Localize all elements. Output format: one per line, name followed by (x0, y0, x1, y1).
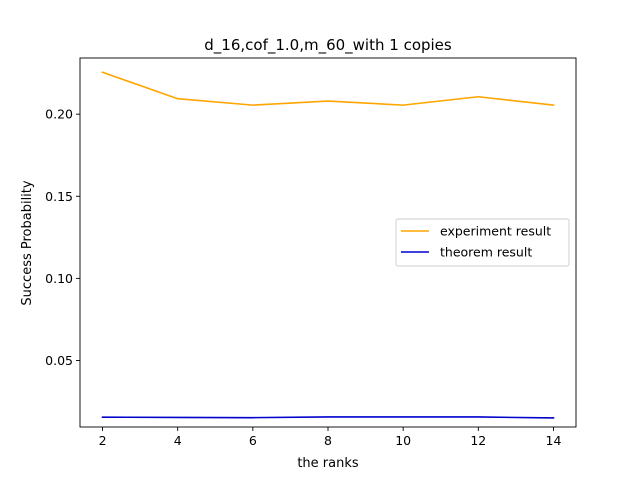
series-line-2 (101, 416, 555, 419)
x-tick-label: 6 (249, 433, 257, 448)
x-tick-label: 14 (546, 433, 562, 448)
y-tick-label: 0.20 (45, 107, 73, 122)
plot-area: 2 4 6 8 10 12 14 0.05 0.10 0.15 0.20 (45, 57, 577, 448)
chart-title: d_16,cof_1.0,m_60_with 1 copies (204, 36, 452, 55)
legend: experiment result theorem result (395, 218, 570, 267)
legend-label-1: experiment result (440, 224, 551, 239)
x-tick-label: 2 (99, 433, 107, 448)
legend-label-2: theorem result (440, 245, 532, 260)
series-line-1 (101, 71, 555, 107)
x-tick-label: 10 (395, 433, 411, 448)
x-tick-label: 12 (470, 433, 486, 448)
x-tick-label: 8 (324, 433, 332, 448)
y-tick-label: 0.15 (45, 189, 73, 204)
x-axis-label: the ranks (297, 456, 359, 471)
y-tick-label: 0.05 (45, 353, 73, 368)
y-tick-label: 0.10 (45, 271, 73, 286)
y-axis-label: Success Probability (20, 180, 35, 305)
legend-box (395, 218, 570, 267)
x-tick-label: 4 (174, 433, 182, 448)
